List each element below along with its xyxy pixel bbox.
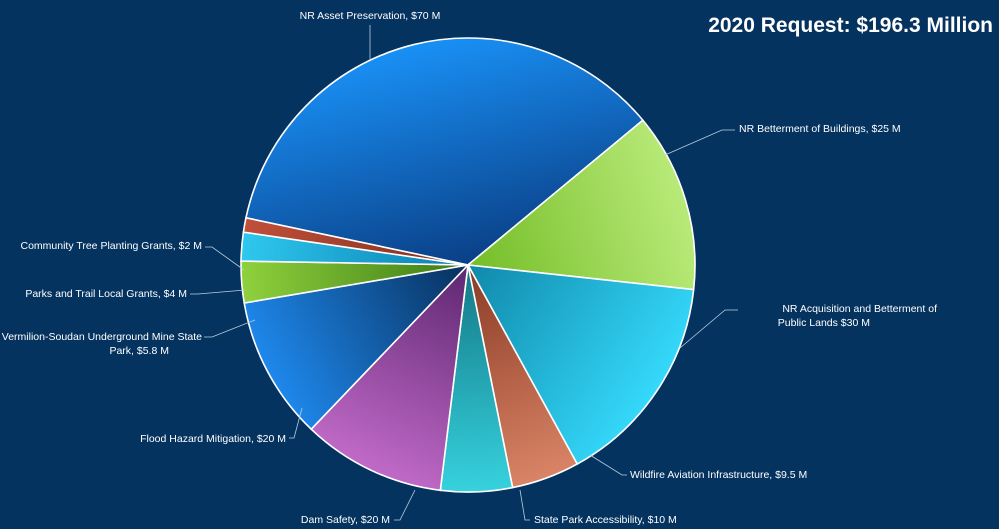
pie-slice-2 [466,119,696,291]
slice-label-6: Dam Safety, $20 M [301,514,390,526]
leader-line-5 [519,489,530,521]
leader-line-9 [190,289,246,295]
pie-slice-10 [242,216,469,266]
slice-label-4: Wildfire Aviation Infrastructure, $9.5 M [630,469,807,481]
leader-line-8 [204,319,256,338]
slice-label-2: NR Betterment of Buildings, $25 M [739,123,901,135]
slice-label-1: NR Asset Preservation, $70 M [300,10,441,22]
pie-slice-6 [310,262,470,492]
pie-slice-1 [245,37,644,266]
leader-line-6 [394,489,416,521]
slice-label-7: Flood Hazard Mitigation, $20 M [140,433,286,445]
leader-line-2 [664,129,735,156]
slice-label-3: NR Acquisition and Betterment of Public L… [778,303,937,329]
slice-labels: NR Asset Preservation, $70 M NR Bettermen… [0,10,937,526]
slice-label-8: Lake Vermilion-Soudan Underground Mine S… [0,331,202,357]
slice-label-10: Community Tree Planting Grants, $2 M [21,240,203,252]
leader-line-7 [289,407,303,439]
slice-label-9: Parks and Trail Local Grants, $4 M [25,288,187,300]
pie-slice-3 [466,264,695,466]
chart-title: 2020 Request: $196.3 Million [708,14,993,37]
leader-line-3 [679,309,738,349]
leader-line-4 [589,454,627,476]
pie-slice-7 [243,263,471,431]
slice-label-5: State Park Accessibility, $10 M [534,514,677,526]
leader-line-10 [205,246,245,271]
leader-lines [190,25,738,521]
pie-slices [240,37,696,493]
